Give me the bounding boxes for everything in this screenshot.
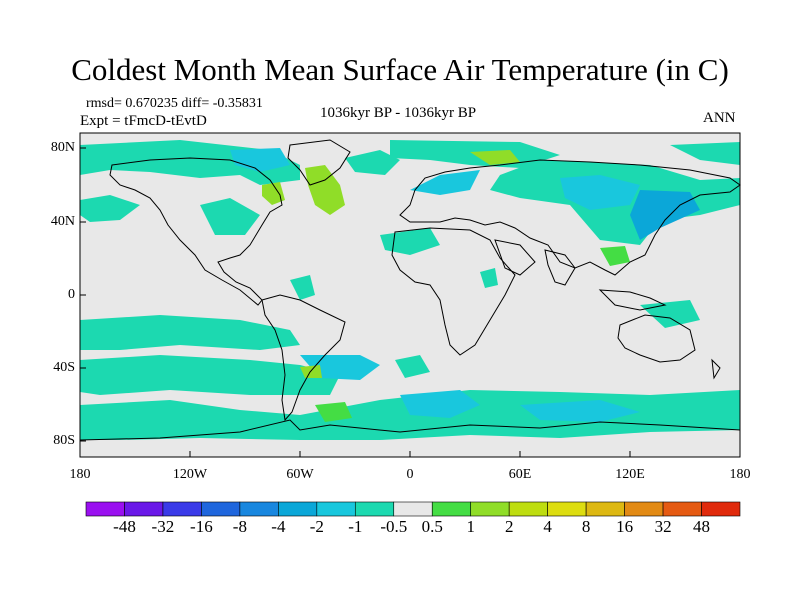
coastline [399,159,741,276]
colorbar-label: 48 [693,517,710,536]
colorbar-swatch [239,501,279,517]
season-text: ANN [703,110,736,126]
colorbar-swatch [162,501,202,517]
coastline [79,419,741,441]
anomaly-region [80,315,300,350]
colorbar-label: 2 [504,517,514,536]
colorbar-label: 32 [654,517,672,536]
colorbar-swatch [431,501,472,517]
colorbar-swatch [85,501,125,517]
colorbar-swatch [470,501,510,517]
lat-label: 0 [68,287,75,302]
colorbar-swatch [508,501,548,517]
colorbar-label: -4 [271,517,286,536]
lat-label: 80N [50,140,75,155]
anomaly-region [670,142,740,165]
period-text: 1036kyr BP - 1036kyr BP [320,105,477,121]
colorbar-swatch [316,501,356,517]
colorbar-label: -32 [151,517,175,536]
plot-title: Coldest Month Mean Surface Air Temperatu… [71,52,729,87]
colorbar-swatch [624,501,664,517]
anomaly-region [290,275,315,300]
anomaly-region [200,198,260,235]
coastline [261,294,346,422]
lon-label: 180 [69,467,91,482]
colorbar-label: 1 [466,517,475,536]
lon-label: 60E [508,467,532,482]
anomaly-shading [80,140,740,440]
colorbar-label: 16 [616,517,634,536]
lon-label: 0 [406,467,414,482]
lon-label: 60W [286,467,314,482]
lat-label: 40S [53,360,75,375]
lat-label: 40N [50,214,75,229]
colorbar [85,501,741,517]
anomaly-region [395,355,430,378]
coastline [391,227,516,356]
anomaly-region [630,190,700,240]
anomaly-region [410,170,480,195]
anomaly-region [520,400,640,422]
anomaly-region [480,268,498,288]
lon-label: 120E [615,467,645,482]
colorbar-swatch [701,501,741,517]
anomaly-region [400,390,480,418]
colorbar-label: -2 [309,517,324,536]
anomaly-region [470,150,520,165]
anomaly-region [262,182,285,205]
coastlines [79,139,741,441]
colorbar-swatch [278,501,318,517]
anomaly-region [560,175,640,210]
coastline [711,358,721,380]
coastline [617,314,696,363]
colorbar-label: 8 [581,517,591,536]
coastline [494,239,536,276]
colorbar-label: -0.5 [380,517,408,536]
colorbar-swatch [201,501,241,517]
colorbar-label: -8 [232,517,247,536]
colorbar-label: 4 [543,517,552,536]
colorbar-label: -16 [190,517,213,536]
lon-label: 120W [172,467,208,482]
colorbar-label: 0.5 [421,517,443,536]
experiment-text: Expt = tFmcD-tEvtD [80,113,207,129]
colorbar-swatch [585,501,625,517]
colorbar-swatch [662,501,702,517]
anomaly-region [305,165,345,215]
colorbar-swatch [124,501,164,517]
stats-text: rmsd= 0.670235 diff= -0.35831 [86,96,263,111]
lat-label: 80S [53,433,75,448]
anomaly-region [345,150,400,175]
coastline [287,139,351,186]
colorbar-swatch [393,501,433,517]
colorbar-label: -48 [113,517,136,536]
colorbar-label: -1 [348,517,363,536]
axis-ticks [79,147,741,457]
coastline [109,157,283,306]
colorbar-swatch [547,501,587,517]
lon-label: 180 [729,467,751,482]
anomaly-region [230,148,290,172]
anomaly-region [80,195,140,222]
coastline [598,289,667,311]
colorbar-swatch [354,501,395,517]
anomaly-region [80,355,340,395]
anomaly-region [600,246,630,266]
coastline [544,249,576,286]
anomaly-region [315,402,352,422]
